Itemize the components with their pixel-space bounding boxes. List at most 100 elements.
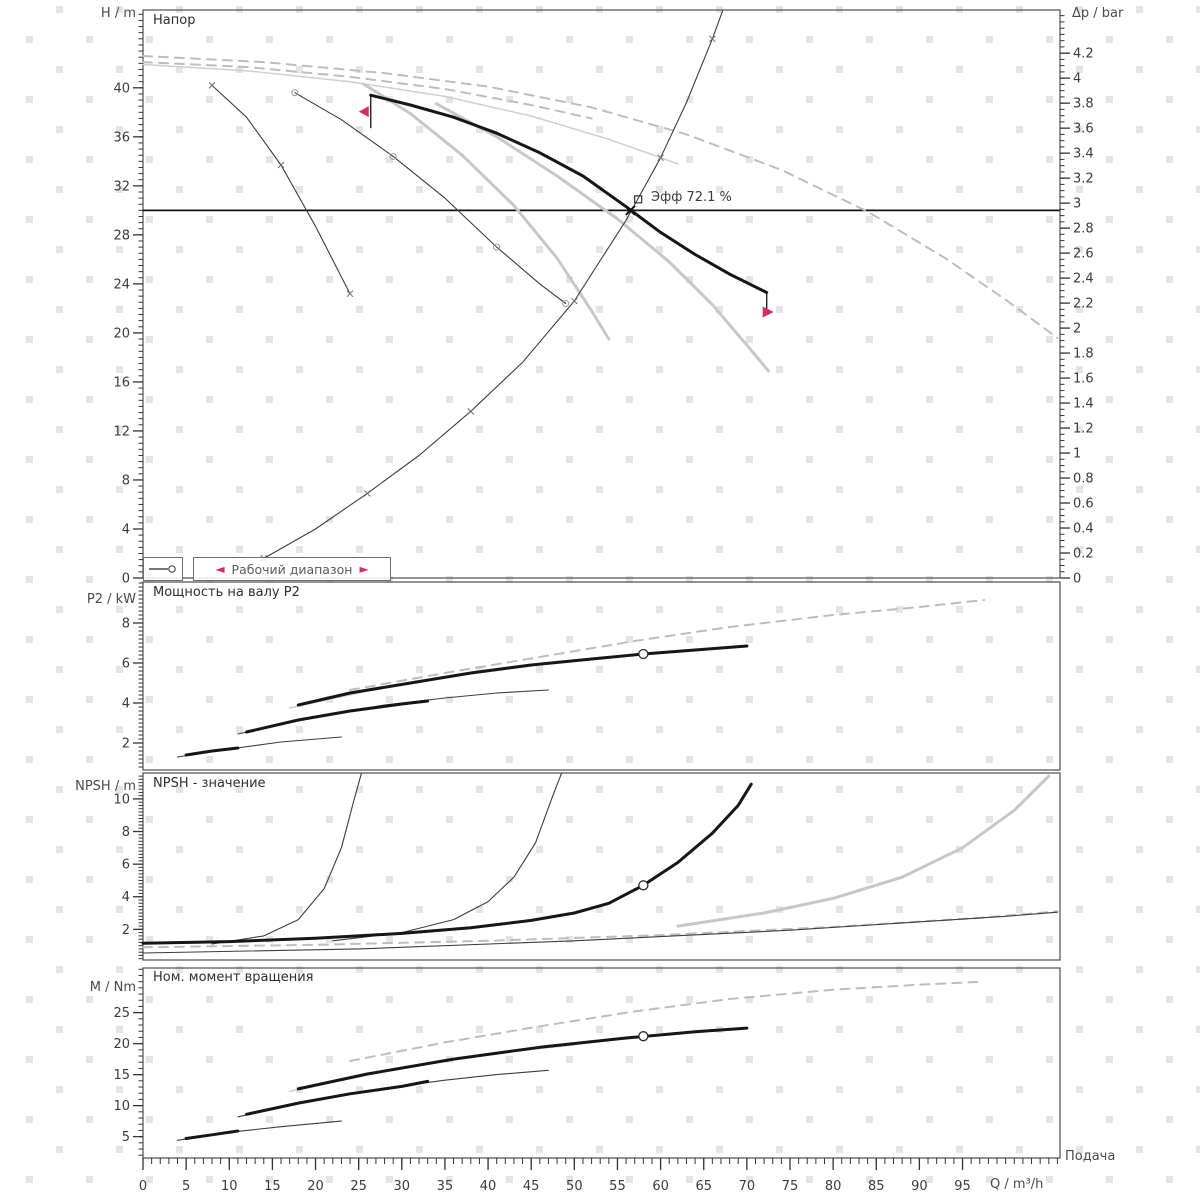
power-dashed	[349, 599, 986, 691]
y-tick-label: 2	[122, 923, 130, 938]
power-3-bold	[296, 644, 749, 707]
o-marker	[291, 89, 299, 97]
panel-3: 5 10 15 20 25	[113, 967, 1061, 1159]
panel-title-head: Напор	[153, 13, 196, 28]
y-tick-label: 40	[113, 81, 130, 96]
operating-marker[interactable]	[638, 880, 649, 891]
o-marker	[493, 243, 501, 251]
power-2-thin	[237, 689, 549, 735]
panel-1: 2 4 6 8	[122, 581, 1061, 771]
torque-3-thin	[288, 1044, 576, 1093]
y-tick-label: 4	[122, 697, 130, 712]
power-1-bold	[184, 746, 240, 757]
pressure-tick-label: 0.8	[1073, 472, 1094, 487]
pressure-tick-label: 2.4	[1073, 272, 1094, 287]
x-tick-label: 30	[394, 1179, 411, 1194]
pressure-tick-label: 0	[1073, 572, 1081, 587]
series-symbol-icon	[149, 565, 176, 573]
y-tick-label: 8	[122, 825, 130, 840]
steep-curve-1	[211, 84, 351, 295]
panel-1-left-ticks: 2 4 6 8	[122, 582, 143, 768]
x-tick-label: 80	[825, 1179, 842, 1194]
pressure-tick-label: 2.8	[1073, 222, 1094, 237]
panel-2: 2 4 6 8 10	[113, 772, 1061, 961]
x-tick-label: 5	[182, 1179, 190, 1194]
y-tick-label: 6	[122, 657, 130, 672]
pressure-tick-label: 4	[1073, 72, 1081, 87]
legend-series-symbol	[143, 557, 183, 581]
x-tick-label: 10	[221, 1179, 238, 1194]
y-tick-label: 32	[113, 179, 130, 194]
range-left-arrow-icon[interactable]: ◄	[215, 562, 225, 576]
head-axis-unit: H / m	[100, 6, 136, 21]
working-range-markers	[358, 95, 774, 318]
duty-point	[625, 195, 643, 216]
power-2-bold	[245, 699, 430, 734]
efficiency-value-label: Эфф 72.1 %	[651, 190, 732, 205]
x-tick-label: 50	[566, 1179, 583, 1194]
y-tick-label: 16	[113, 375, 130, 390]
pressure-tick-label: 1.2	[1073, 422, 1094, 437]
y-tick-label: 8	[122, 617, 130, 632]
x-tick-label: 95	[954, 1179, 971, 1194]
npsh-thin-1	[211, 773, 362, 945]
operating-marker[interactable]	[638, 1031, 649, 1042]
pressure-tick-label: 2.2	[1073, 297, 1094, 312]
x-tick-label: 65	[695, 1179, 712, 1194]
o-marker	[562, 299, 570, 307]
selected-head-curve	[369, 93, 769, 294]
flow-axis-label: Подача	[1065, 1149, 1116, 1164]
torque-dashed	[349, 980, 986, 1062]
panel-0: 048121620242832364000.20.40.60.811.21.41…	[113, 9, 1094, 587]
steep-curve-2	[294, 92, 567, 305]
torque-3-bold	[296, 1026, 749, 1091]
x-tick-label: 55	[609, 1179, 626, 1194]
x-tick-label: 15	[264, 1179, 281, 1194]
gray-speed-a	[142, 63, 679, 165]
pressure-tick-label: 1.6	[1073, 372, 1094, 387]
pressure-axis-unit: Δp / bar	[1072, 6, 1124, 21]
npsh-gray-right	[676, 774, 1051, 928]
y-tick-label: 24	[113, 277, 130, 292]
x-tick-label: 35	[437, 1179, 454, 1194]
y-tick-label: 28	[113, 228, 130, 243]
pressure-tick-label: 3.4	[1073, 147, 1094, 162]
range-start-arrow-icon[interactable]	[358, 106, 369, 118]
torque-1-bold	[184, 1129, 240, 1140]
y-tick-label: 10	[113, 1099, 130, 1114]
x-tick-label: 25	[350, 1179, 367, 1194]
torque-2-thin	[237, 1069, 549, 1118]
pressure-tick-label: 1.8	[1073, 347, 1094, 362]
pressure-axis-ticks: 0 0.2 0.4 0.6 0.8 1 1.2 1.4 1.6 1.8 2 2.2 2.4 2.6 2.8 3…	[1060, 15, 1094, 587]
pressure-tick-label: 3.6	[1073, 122, 1094, 137]
operating-marker[interactable]	[638, 648, 649, 660]
npsh-selected-bold	[141, 782, 753, 945]
x-tick-label: 75	[782, 1179, 799, 1194]
flow-unit-label: Q / m³/h	[990, 1177, 1044, 1192]
npsh-low-thin	[142, 911, 1058, 954]
y-tick-label: 0	[122, 572, 130, 587]
y-tick-label: 12	[113, 424, 130, 439]
pressure-tick-label: 3.8	[1073, 97, 1094, 112]
max-speed-dashed-b	[142, 61, 593, 120]
x-tick-label: 40	[480, 1179, 497, 1194]
pressure-tick-label: 4.2	[1073, 47, 1094, 62]
efficiency-curve	[263, 10, 724, 559]
x-tick-label: 85	[868, 1179, 885, 1194]
npsh-dashed	[142, 910, 1059, 949]
pressure-tick-label: 2	[1073, 322, 1081, 337]
y-tick-label: 5	[122, 1130, 130, 1145]
pressure-tick-label: 1.4	[1073, 397, 1094, 412]
y-tick-label: 4	[122, 890, 130, 905]
y-tick-label: 10	[113, 792, 130, 807]
range-end-arrow-icon[interactable]	[762, 306, 774, 318]
x-tick-label: 0	[139, 1179, 147, 1194]
y-tick-label: 36	[113, 130, 130, 145]
x-tick-label: 90	[911, 1179, 928, 1194]
range-right-arrow-icon[interactable]: ►	[359, 562, 369, 576]
legend-working-range-label: Рабочий диапазон	[231, 561, 353, 577]
torque-2-bold	[245, 1079, 430, 1116]
x-tick-label: 45	[523, 1179, 540, 1194]
npsh-thin-2	[332, 773, 562, 942]
